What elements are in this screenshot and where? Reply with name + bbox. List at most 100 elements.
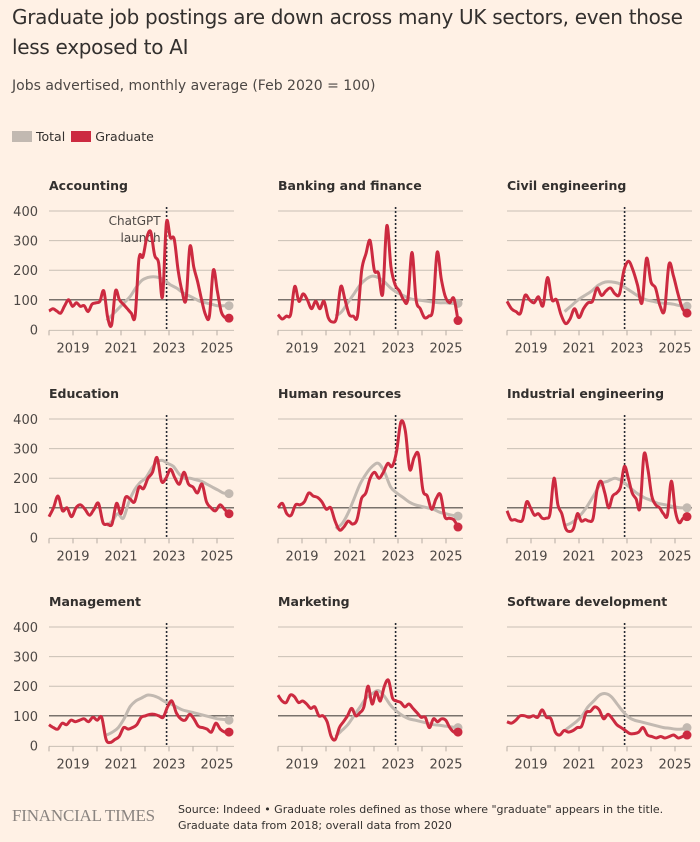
y-tick-label: 200 [13, 680, 38, 695]
chart-subtitle: Jobs advertised, monthly average (Feb 20… [12, 78, 376, 94]
panel-title: Education [49, 386, 119, 401]
panel-title: Industrial engineering [507, 386, 664, 401]
x-tick-label: 2021 [333, 341, 366, 356]
series-line-total [334, 274, 459, 318]
panel-accounting: Accounting 100 200 300 400 0 2019 2021 2023 2025 C… [13, 178, 234, 356]
legend-label-total: Total [36, 129, 66, 144]
legend: Total Graduate [12, 129, 160, 144]
y-tick-label: 100 [13, 294, 38, 309]
legend-swatch-total [12, 131, 32, 142]
ft-logo: FINANCIAL TIMES [12, 806, 155, 825]
x-tick-label: 2025 [658, 549, 691, 564]
y-tick-label: 100 [13, 710, 38, 725]
panel-title: Civil engineering [507, 178, 626, 193]
series-end-dot-total [682, 503, 692, 513]
y-tick-label: 0 [30, 739, 38, 754]
series-end-dot-total [682, 723, 692, 733]
chart-title: Graduate job postings are down across ma… [12, 5, 683, 59]
series-end-dot-total [224, 715, 234, 725]
x-tick-label: 2021 [104, 757, 137, 772]
legend-label-graduate: Graduate [95, 129, 154, 144]
series-end-dot-total [682, 301, 692, 311]
series-line-graduate [276, 224, 460, 324]
panel-civil-engineering: Civil engineering 2019 2021 2023 2025 [505, 178, 692, 356]
y-tick-label: 400 [13, 205, 38, 220]
series-end-dot-total [224, 301, 234, 311]
legend-swatch-graduate [71, 131, 92, 142]
panel-industrial-engineering: Industrial engineering 2019 2021 2023 2025 [505, 386, 692, 564]
x-tick-label: 2021 [333, 757, 366, 772]
x-tick-label: 2025 [200, 549, 233, 564]
series-end-dot-graduate [453, 727, 463, 737]
y-tick-label: 400 [13, 621, 38, 636]
series-end-dot-total [224, 489, 234, 499]
panel-title: Software development [507, 594, 667, 609]
x-tick-label: 2021 [104, 549, 137, 564]
series-end-dot-graduate [682, 308, 692, 318]
series-end-dot-graduate [682, 512, 692, 522]
y-tick-label: 200 [13, 264, 38, 279]
x-tick-label: 2023 [610, 549, 643, 564]
x-tick-label: 2021 [562, 341, 595, 356]
series-line-graduate [506, 705, 688, 740]
y-tick-label: 0 [30, 531, 38, 546]
y-tick-label: 200 [13, 472, 38, 487]
x-tick-label: 2023 [381, 757, 414, 772]
y-tick-label: 400 [13, 413, 38, 428]
series-line-total [334, 461, 459, 530]
series-end-dot-graduate [224, 509, 234, 519]
series-end-dot-total [453, 511, 463, 521]
series-line-total [105, 458, 230, 527]
series-line-total [105, 275, 229, 322]
x-tick-label: 2025 [658, 757, 691, 772]
panel-software-development: Software development 2019 2021 2023 2025 [506, 594, 692, 772]
x-tick-label: 2025 [429, 341, 462, 356]
x-tick-label: 2019 [56, 757, 89, 772]
y-tick-label: 300 [13, 235, 38, 250]
series-line-graduate [276, 678, 459, 742]
panel-marketing: Marketing 2019 2021 2023 2025 [276, 594, 463, 772]
x-tick-label: 2019 [514, 549, 547, 564]
y-tick-label: 300 [13, 651, 38, 666]
series-line-graduate [48, 699, 230, 745]
x-tick-label: 2021 [104, 341, 137, 356]
x-tick-label: 2025 [200, 757, 233, 772]
series-end-dot-graduate [453, 316, 463, 326]
x-tick-label: 2019 [285, 341, 318, 356]
x-tick-label: 2019 [56, 549, 89, 564]
panel-title: Human resources [278, 386, 401, 401]
series-line-graduate [505, 256, 689, 326]
x-tick-label: 2019 [285, 757, 318, 772]
x-tick-label: 2021 [562, 757, 595, 772]
y-tick-label: 0 [30, 323, 38, 338]
panel-education: Education 100 200 300 400 0 2019 2021 2023 2025 [13, 386, 234, 564]
y-tick-label: 300 [13, 443, 38, 458]
x-tick-label: 2019 [56, 341, 89, 356]
series-end-dot-graduate [224, 313, 234, 323]
series-line-graduate [276, 419, 460, 532]
panel-title: Accounting [49, 178, 128, 193]
source-note: Source: Indeed • Graduate roles defined … [178, 803, 664, 832]
series-line-total [564, 476, 688, 528]
panel-title: Banking and finance [278, 178, 422, 193]
series-end-dot-graduate [682, 730, 692, 740]
panel-human-resources: Human resources 2019 2021 2023 2025 [276, 386, 463, 564]
x-tick-label: 2023 [610, 341, 643, 356]
x-tick-label: 2023 [610, 757, 643, 772]
x-tick-label: 2025 [200, 341, 233, 356]
annotation-launch: launch [120, 231, 160, 245]
x-tick-label: 2023 [152, 549, 185, 564]
x-tick-label: 2025 [429, 549, 462, 564]
series-line-total [105, 693, 230, 737]
series-line-graduate [48, 219, 230, 328]
x-tick-label: 2019 [514, 757, 547, 772]
legend-item-graduate: Graduate [71, 129, 154, 144]
x-tick-label: 2025 [658, 341, 691, 356]
series-line-graduate [505, 451, 688, 533]
y-tick-label: 100 [13, 502, 38, 517]
legend-item-total: Total [12, 129, 65, 144]
x-tick-label: 2023 [152, 757, 185, 772]
x-tick-label: 2019 [285, 549, 318, 564]
series-line-graduate [47, 455, 231, 528]
